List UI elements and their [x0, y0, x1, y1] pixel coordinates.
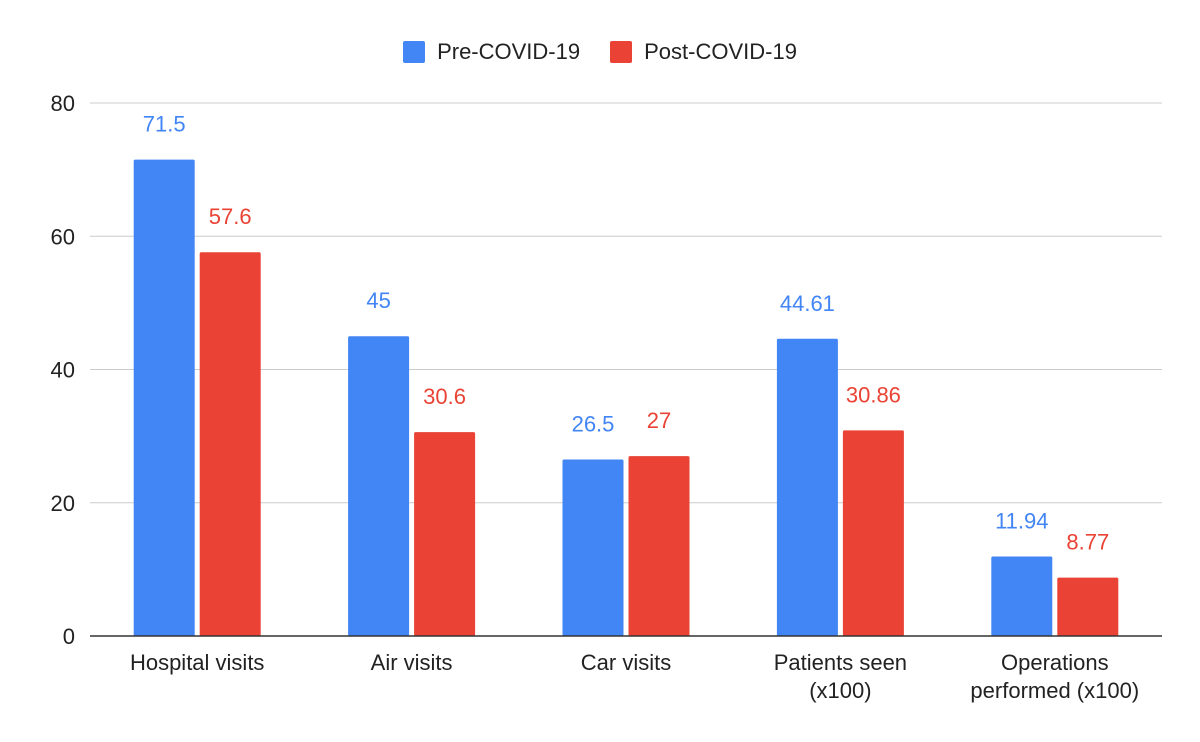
legend-label-post-covid: Post-COVID-19 [644, 39, 797, 64]
bar-post-4 [1057, 577, 1119, 636]
x-tick-label: performed (x100) [970, 678, 1139, 703]
x-tick-label: Hospital visits [130, 650, 264, 675]
legend-item-post-covid[interactable]: Post-COVID-19 [610, 39, 797, 65]
data-label-pre-3: 44.61 [780, 291, 835, 316]
bar-pre-3 [776, 338, 838, 636]
legend-label-pre-covid: Pre-COVID-19 [437, 39, 581, 64]
bar-pre-0 [133, 159, 195, 636]
data-label-pre-0: 71.5 [143, 112, 186, 137]
bar-post-1 [414, 432, 476, 636]
y-tick-label: 40 [51, 358, 75, 383]
y-tick-label: 80 [51, 91, 75, 116]
data-label-pre-4: 11.94 [995, 508, 1048, 533]
bar-pre-4 [991, 556, 1053, 636]
bar-pre-2 [562, 459, 624, 636]
legend-swatch-post-covid [610, 41, 633, 63]
data-label-post-3: 30.86 [846, 382, 901, 407]
y-tick-label: 60 [51, 224, 75, 249]
legend-item-pre-covid[interactable]: Pre-COVID-19 [403, 39, 580, 65]
x-tick-label: Patients seen [774, 650, 907, 675]
bar-post-3 [842, 430, 904, 636]
legend: Pre-COVID-19 Post-COVID-19 [0, 36, 1200, 68]
data-label-post-1: 30.6 [423, 384, 466, 409]
data-label-post-2: 27 [647, 408, 671, 433]
legend-swatch-pre-covid [403, 41, 426, 63]
y-tick-label: 20 [51, 491, 75, 516]
data-label-post-4: 8.77 [1066, 530, 1109, 555]
x-tick-label: Operations [1001, 650, 1109, 675]
data-label-pre-2: 26.5 [572, 411, 615, 436]
bar-post-0 [199, 252, 261, 637]
x-tick-label: Air visits [371, 650, 453, 675]
x-tick-label: (x100) [809, 678, 871, 703]
x-tick-label: Car visits [581, 650, 671, 675]
bar-pre-1 [348, 336, 410, 636]
y-tick-label: 0 [63, 624, 75, 649]
data-label-post-0: 57.6 [209, 204, 252, 229]
data-label-pre-1: 45 [366, 288, 390, 313]
bar-post-2 [628, 456, 690, 636]
